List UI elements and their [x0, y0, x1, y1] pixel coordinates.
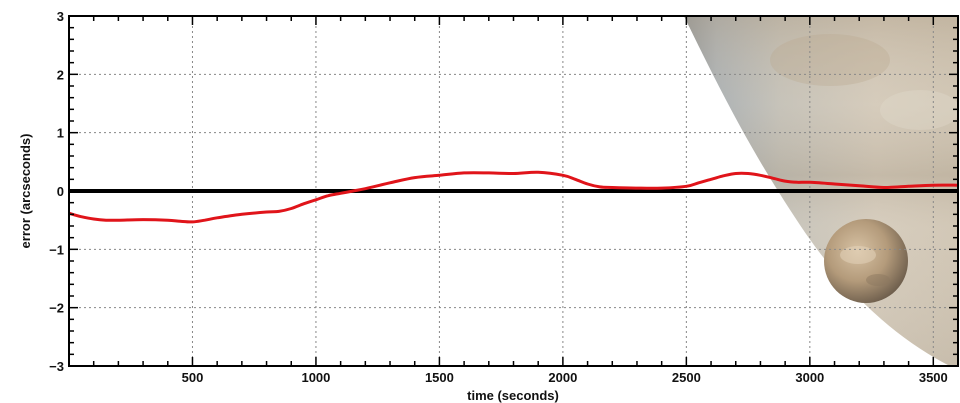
x-tick-label: 2500 — [672, 370, 701, 385]
y-tick-label: −1 — [49, 242, 64, 257]
x-axis-title: time (seconds) — [467, 388, 559, 403]
x-tick-label: 3000 — [795, 370, 824, 385]
y-tick-labels: −3 −2 −1 0 1 2 3 — [49, 9, 64, 374]
moon-surface-patch — [866, 274, 890, 286]
x-tick-label: 1500 — [425, 370, 454, 385]
x-tick-labels: 500 1000 1500 2000 2500 3000 3500 — [182, 370, 948, 385]
x-tick-label: 2000 — [548, 370, 577, 385]
planet-cloud-patch — [770, 34, 890, 86]
y-tick-label: 1 — [57, 126, 64, 141]
y-tick-label: −3 — [49, 359, 64, 374]
x-tick-label: 1000 — [301, 370, 330, 385]
planet-cloud-patch — [880, 90, 958, 130]
x-tick-label: 3500 — [919, 370, 948, 385]
y-tick-label: 2 — [57, 67, 64, 82]
y-tick-label: 3 — [57, 9, 64, 24]
error-series-line — [69, 170, 958, 224]
y-tick-label: −2 — [49, 301, 64, 316]
moon-surface-patch — [840, 246, 876, 264]
y-axis-title: error (arcseconds) — [18, 134, 33, 249]
x-tick-label: 500 — [182, 370, 204, 385]
y-tick-label: 0 — [57, 184, 64, 199]
axis-ticks — [69, 16, 958, 366]
